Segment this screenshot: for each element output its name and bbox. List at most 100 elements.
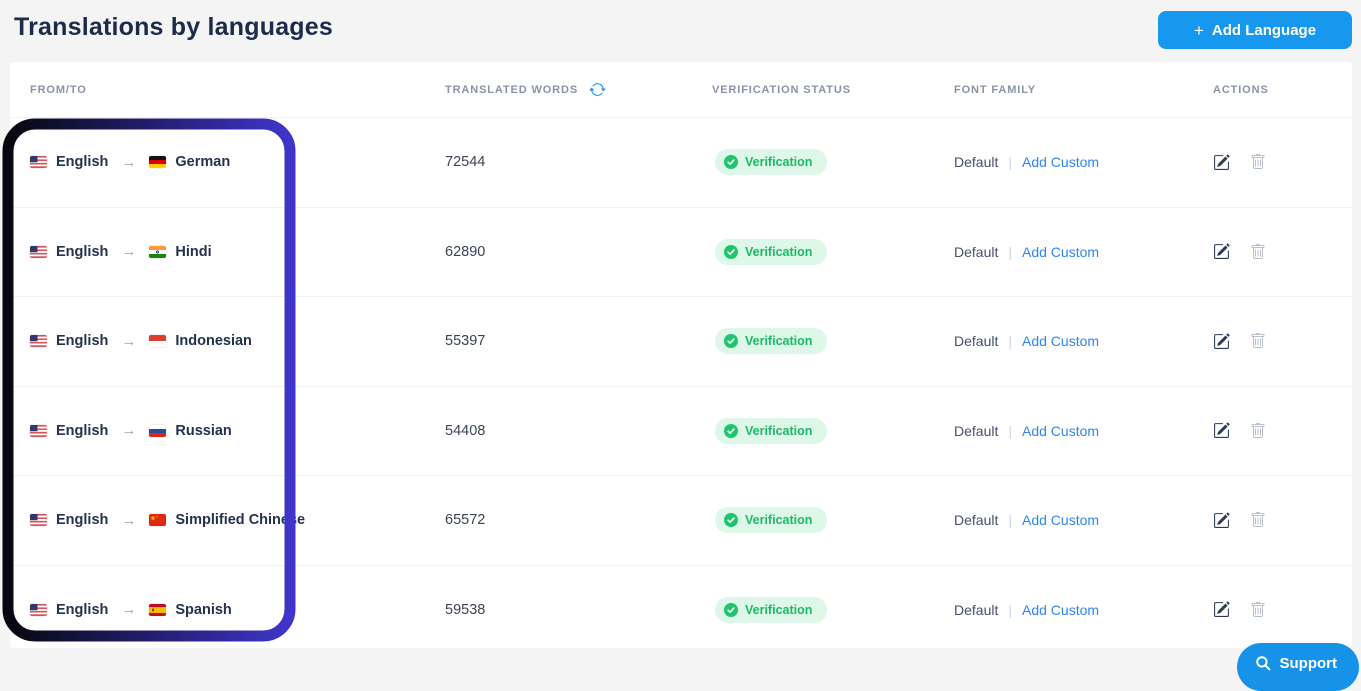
edit-pencil-square-icon <box>1214 243 1230 260</box>
to-flag-icon <box>149 603 167 616</box>
font-default-label: Default <box>954 422 999 439</box>
table-row: English → Hindi 62890 Verification Defau… <box>10 206 1352 297</box>
arrow-right-icon: → <box>121 332 137 350</box>
trash-icon <box>1251 512 1265 528</box>
add-language-button[interactable]: + Add Language <box>1158 11 1352 49</box>
add-custom-link[interactable]: Add Custom <box>1022 422 1100 439</box>
font-family-cell: Default | Add Custom <box>954 244 1213 260</box>
translated-words-value: 65572 <box>445 512 486 529</box>
from-language-label: English <box>56 601 109 618</box>
verification-status-cell: Verification <box>712 328 954 355</box>
actions-cell <box>1213 333 1352 350</box>
column-header-verification-status: VERIFICATION STATUS <box>712 83 851 96</box>
actions-cell <box>1213 154 1352 171</box>
translated-words-cell: 62890 <box>445 243 712 261</box>
table-row: English → German 72544 Verification Defa… <box>10 117 1352 207</box>
from-flag-icon <box>30 424 47 437</box>
delete-icon-button[interactable] <box>1250 512 1266 528</box>
trash-icon <box>1251 422 1265 438</box>
translated-words-value: 54408 <box>445 422 486 439</box>
from-language-label: English <box>56 154 109 171</box>
page-title: Translations by languages <box>14 13 333 41</box>
add-custom-link[interactable]: Add Custom <box>1022 512 1100 529</box>
to-flag-icon <box>149 245 167 258</box>
column-header-font-family: FONT FAMILY <box>954 83 1036 96</box>
from-language-label: English <box>56 422 109 439</box>
language-pair-cell: English → Indonesian <box>30 333 445 350</box>
font-default-label: Default <box>954 243 999 260</box>
check-circle-icon <box>724 602 738 617</box>
from-language-label: English <box>56 512 109 529</box>
table-header-row: FROM/TO TRANSLATED WORDS VERIFICATION ST… <box>10 62 1352 117</box>
font-divider: | <box>1008 512 1012 529</box>
search-icon <box>1255 655 1270 670</box>
font-family-cell: Default | Add Custom <box>954 602 1213 618</box>
edit-icon-button[interactable] <box>1213 422 1230 439</box>
check-circle-icon <box>724 513 738 528</box>
translated-words-value: 72544 <box>445 154 486 171</box>
verification-status-cell: Verification <box>712 596 954 623</box>
edit-icon-button[interactable] <box>1213 154 1230 171</box>
translated-words-value: 55397 <box>445 333 486 350</box>
actions-cell <box>1213 422 1352 439</box>
add-custom-link[interactable]: Add Custom <box>1022 154 1100 171</box>
support-button-label: Support <box>1279 654 1338 672</box>
add-language-button-label: Add Language <box>1211 21 1317 39</box>
font-family-cell: Default | Add Custom <box>954 333 1213 349</box>
trash-icon <box>1251 601 1265 617</box>
delete-icon-button[interactable] <box>1250 154 1266 170</box>
edit-icon-button[interactable] <box>1213 601 1230 618</box>
add-custom-link[interactable]: Add Custom <box>1022 333 1100 350</box>
verification-status-cell: Verification <box>712 149 954 176</box>
language-pair-cell: English → Russian <box>30 422 445 439</box>
check-circle-icon <box>724 423 738 438</box>
translated-words-cell: 72544 <box>445 153 712 171</box>
edit-icon-button[interactable] <box>1213 512 1230 529</box>
to-language-label: German <box>175 154 231 171</box>
font-divider: | <box>1008 243 1012 260</box>
from-flag-icon <box>30 603 47 616</box>
verification-badge: Verification <box>715 417 828 444</box>
trash-icon <box>1251 154 1265 170</box>
verification-badge: Verification <box>715 507 828 534</box>
translated-words-cell: 59538 <box>445 601 712 619</box>
to-flag-icon <box>149 424 167 437</box>
edit-pencil-square-icon <box>1214 333 1230 349</box>
table-row: English → Simplified Chinese 65572 Verif… <box>10 475 1352 565</box>
arrow-right-icon: → <box>121 511 137 529</box>
font-default-label: Default <box>954 333 999 350</box>
font-divider: | <box>1008 154 1012 171</box>
translated-words-cell: 65572 <box>445 511 712 529</box>
table-body: English → German 72544 Verification Defa… <box>10 117 1352 654</box>
verification-badge-label: Verification <box>745 244 813 259</box>
from-language-label: English <box>56 243 109 260</box>
to-flag-icon <box>149 514 167 527</box>
delete-icon-button[interactable] <box>1250 243 1266 260</box>
delete-icon-button[interactable] <box>1250 333 1266 349</box>
font-divider: | <box>1008 422 1012 439</box>
check-circle-icon <box>724 244 738 259</box>
actions-cell <box>1213 512 1352 529</box>
check-circle-icon <box>724 155 738 170</box>
plus-icon: + <box>1193 20 1204 40</box>
arrow-right-icon: → <box>121 153 137 171</box>
table-row: English → Russian 54408 Verification Def… <box>10 385 1352 476</box>
trash-icon <box>1251 243 1265 259</box>
delete-icon-button[interactable] <box>1250 422 1266 439</box>
add-custom-link[interactable]: Add Custom <box>1022 601 1100 618</box>
from-language-label: English <box>56 333 109 350</box>
font-default-label: Default <box>954 601 999 618</box>
font-default-label: Default <box>954 512 999 529</box>
arrow-right-icon: → <box>121 243 137 261</box>
support-button[interactable]: Support <box>1236 643 1359 691</box>
delete-icon-button[interactable] <box>1250 601 1266 618</box>
table-row: English → Spanish 59538 Verification Def… <box>10 564 1352 655</box>
refresh-icon[interactable] <box>589 81 606 98</box>
edit-icon-button[interactable] <box>1213 333 1230 350</box>
edit-icon-button[interactable] <box>1213 243 1230 260</box>
verification-status-cell: Verification <box>712 417 954 444</box>
check-circle-icon <box>724 334 738 349</box>
from-flag-icon <box>30 335 47 348</box>
verification-badge: Verification <box>715 238 828 265</box>
add-custom-link[interactable]: Add Custom <box>1022 243 1100 260</box>
